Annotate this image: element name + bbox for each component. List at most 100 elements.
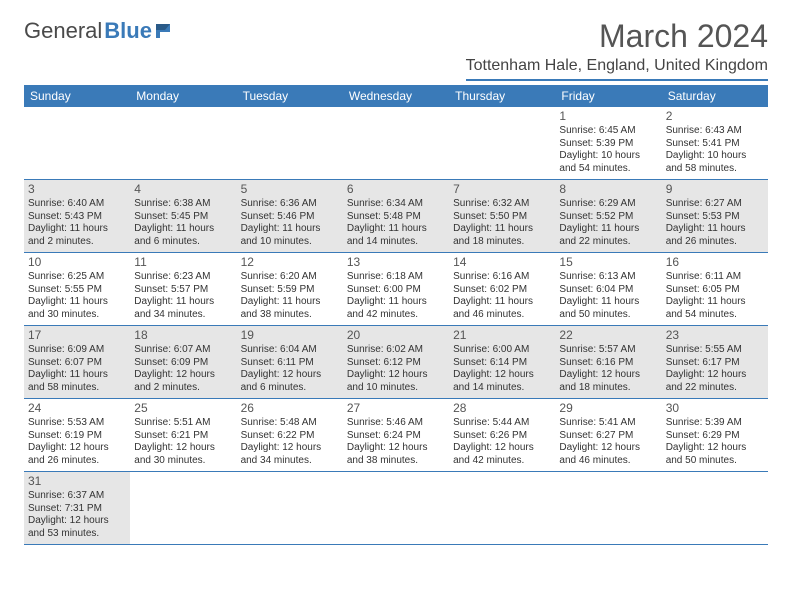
day-number: 24 — [28, 401, 126, 416]
sunset-text: Sunset: 7:31 PM — [28, 503, 126, 516]
day-cell — [343, 472, 449, 544]
sunset-text: Sunset: 6:14 PM — [453, 357, 551, 370]
day-cell: 11Sunrise: 6:23 AMSunset: 5:57 PMDayligh… — [130, 253, 236, 325]
day-header-cell: Thursday — [449, 85, 555, 107]
daylight-text: Daylight: 12 hours and 22 minutes. — [666, 369, 764, 394]
day-cell — [662, 472, 768, 544]
daylight-text: Daylight: 10 hours and 58 minutes. — [666, 150, 764, 175]
sunrise-text: Sunrise: 5:55 AM — [666, 344, 764, 357]
day-header-cell: Tuesday — [237, 85, 343, 107]
daylight-text: Daylight: 12 hours and 30 minutes. — [134, 442, 232, 467]
day-cell — [24, 107, 130, 179]
day-cell — [130, 472, 236, 544]
day-cell: 27Sunrise: 5:46 AMSunset: 6:24 PMDayligh… — [343, 399, 449, 471]
calendar-body: 1Sunrise: 6:45 AMSunset: 5:39 PMDaylight… — [24, 107, 768, 545]
sunset-text: Sunset: 5:46 PM — [241, 211, 339, 224]
sunset-text: Sunset: 6:07 PM — [28, 357, 126, 370]
day-cell: 3Sunrise: 6:40 AMSunset: 5:43 PMDaylight… — [24, 180, 130, 252]
day-number: 8 — [559, 182, 657, 197]
sunrise-text: Sunrise: 6:37 AM — [28, 490, 126, 503]
day-number: 23 — [666, 328, 764, 343]
day-number: 19 — [241, 328, 339, 343]
sunset-text: Sunset: 6:27 PM — [559, 430, 657, 443]
daylight-text: Daylight: 12 hours and 18 minutes. — [559, 369, 657, 394]
sunset-text: Sunset: 6:22 PM — [241, 430, 339, 443]
sunset-text: Sunset: 6:29 PM — [666, 430, 764, 443]
sunrise-text: Sunrise: 6:43 AM — [666, 125, 764, 138]
sunrise-text: Sunrise: 6:40 AM — [28, 198, 126, 211]
day-cell: 16Sunrise: 6:11 AMSunset: 6:05 PMDayligh… — [662, 253, 768, 325]
day-header-cell: Wednesday — [343, 85, 449, 107]
day-number: 18 — [134, 328, 232, 343]
sunrise-text: Sunrise: 6:25 AM — [28, 271, 126, 284]
sunrise-text: Sunrise: 6:13 AM — [559, 271, 657, 284]
day-header-cell: Sunday — [24, 85, 130, 107]
daylight-text: Daylight: 12 hours and 34 minutes. — [241, 442, 339, 467]
day-cell: 10Sunrise: 6:25 AMSunset: 5:55 PMDayligh… — [24, 253, 130, 325]
sunrise-text: Sunrise: 5:48 AM — [241, 417, 339, 430]
day-number: 11 — [134, 255, 232, 270]
day-number: 25 — [134, 401, 232, 416]
day-cell: 17Sunrise: 6:09 AMSunset: 6:07 PMDayligh… — [24, 326, 130, 398]
day-cell — [555, 472, 661, 544]
day-cell: 14Sunrise: 6:16 AMSunset: 6:02 PMDayligh… — [449, 253, 555, 325]
sunset-text: Sunset: 6:26 PM — [453, 430, 551, 443]
daylight-text: Daylight: 12 hours and 14 minutes. — [453, 369, 551, 394]
week-row: 24Sunrise: 5:53 AMSunset: 6:19 PMDayligh… — [24, 399, 768, 472]
week-row: 10Sunrise: 6:25 AMSunset: 5:55 PMDayligh… — [24, 253, 768, 326]
sunrise-text: Sunrise: 5:57 AM — [559, 344, 657, 357]
sunset-text: Sunset: 6:00 PM — [347, 284, 445, 297]
daylight-text: Daylight: 12 hours and 6 minutes. — [241, 369, 339, 394]
day-number: 17 — [28, 328, 126, 343]
day-cell: 13Sunrise: 6:18 AMSunset: 6:00 PMDayligh… — [343, 253, 449, 325]
day-number: 21 — [453, 328, 551, 343]
sunrise-text: Sunrise: 5:41 AM — [559, 417, 657, 430]
daylight-text: Daylight: 11 hours and 34 minutes. — [134, 296, 232, 321]
day-number: 29 — [559, 401, 657, 416]
day-cell: 15Sunrise: 6:13 AMSunset: 6:04 PMDayligh… — [555, 253, 661, 325]
location-label: Tottenham Hale, England, United Kingdom — [466, 57, 768, 81]
day-cell: 4Sunrise: 6:38 AMSunset: 5:45 PMDaylight… — [130, 180, 236, 252]
day-number: 31 — [28, 474, 126, 489]
sunset-text: Sunset: 6:19 PM — [28, 430, 126, 443]
logo-flag-icon — [156, 22, 178, 38]
day-cell: 30Sunrise: 5:39 AMSunset: 6:29 PMDayligh… — [662, 399, 768, 471]
sunrise-text: Sunrise: 6:20 AM — [241, 271, 339, 284]
sunset-text: Sunset: 6:05 PM — [666, 284, 764, 297]
day-cell: 24Sunrise: 5:53 AMSunset: 6:19 PMDayligh… — [24, 399, 130, 471]
day-cell — [449, 107, 555, 179]
day-number: 9 — [666, 182, 764, 197]
sunset-text: Sunset: 5:50 PM — [453, 211, 551, 224]
sunrise-text: Sunrise: 5:46 AM — [347, 417, 445, 430]
sunset-text: Sunset: 5:52 PM — [559, 211, 657, 224]
day-number: 10 — [28, 255, 126, 270]
sunrise-text: Sunrise: 6:27 AM — [666, 198, 764, 211]
header: GeneralBlue March 2024 Tottenham Hale, E… — [24, 18, 768, 81]
sunrise-text: Sunrise: 6:34 AM — [347, 198, 445, 211]
day-header-cell: Monday — [130, 85, 236, 107]
day-number: 13 — [347, 255, 445, 270]
day-cell: 21Sunrise: 6:00 AMSunset: 6:14 PMDayligh… — [449, 326, 555, 398]
sunrise-text: Sunrise: 5:44 AM — [453, 417, 551, 430]
day-cell: 22Sunrise: 5:57 AMSunset: 6:16 PMDayligh… — [555, 326, 661, 398]
sunrise-text: Sunrise: 6:04 AM — [241, 344, 339, 357]
day-number: 16 — [666, 255, 764, 270]
daylight-text: Daylight: 12 hours and 26 minutes. — [28, 442, 126, 467]
sunset-text: Sunset: 5:41 PM — [666, 138, 764, 151]
week-row: 31Sunrise: 6:37 AMSunset: 7:31 PMDayligh… — [24, 472, 768, 545]
sunrise-text: Sunrise: 6:02 AM — [347, 344, 445, 357]
day-cell: 19Sunrise: 6:04 AMSunset: 6:11 PMDayligh… — [237, 326, 343, 398]
daylight-text: Daylight: 11 hours and 22 minutes. — [559, 223, 657, 248]
day-number: 1 — [559, 109, 657, 124]
day-cell — [449, 472, 555, 544]
day-number: 30 — [666, 401, 764, 416]
day-cell: 1Sunrise: 6:45 AMSunset: 5:39 PMDaylight… — [555, 107, 661, 179]
day-number: 14 — [453, 255, 551, 270]
sunset-text: Sunset: 5:39 PM — [559, 138, 657, 151]
day-cell: 26Sunrise: 5:48 AMSunset: 6:22 PMDayligh… — [237, 399, 343, 471]
sunset-text: Sunset: 5:57 PM — [134, 284, 232, 297]
day-cell: 9Sunrise: 6:27 AMSunset: 5:53 PMDaylight… — [662, 180, 768, 252]
sunrise-text: Sunrise: 5:51 AM — [134, 417, 232, 430]
sunrise-text: Sunrise: 5:39 AM — [666, 417, 764, 430]
sunset-text: Sunset: 6:16 PM — [559, 357, 657, 370]
